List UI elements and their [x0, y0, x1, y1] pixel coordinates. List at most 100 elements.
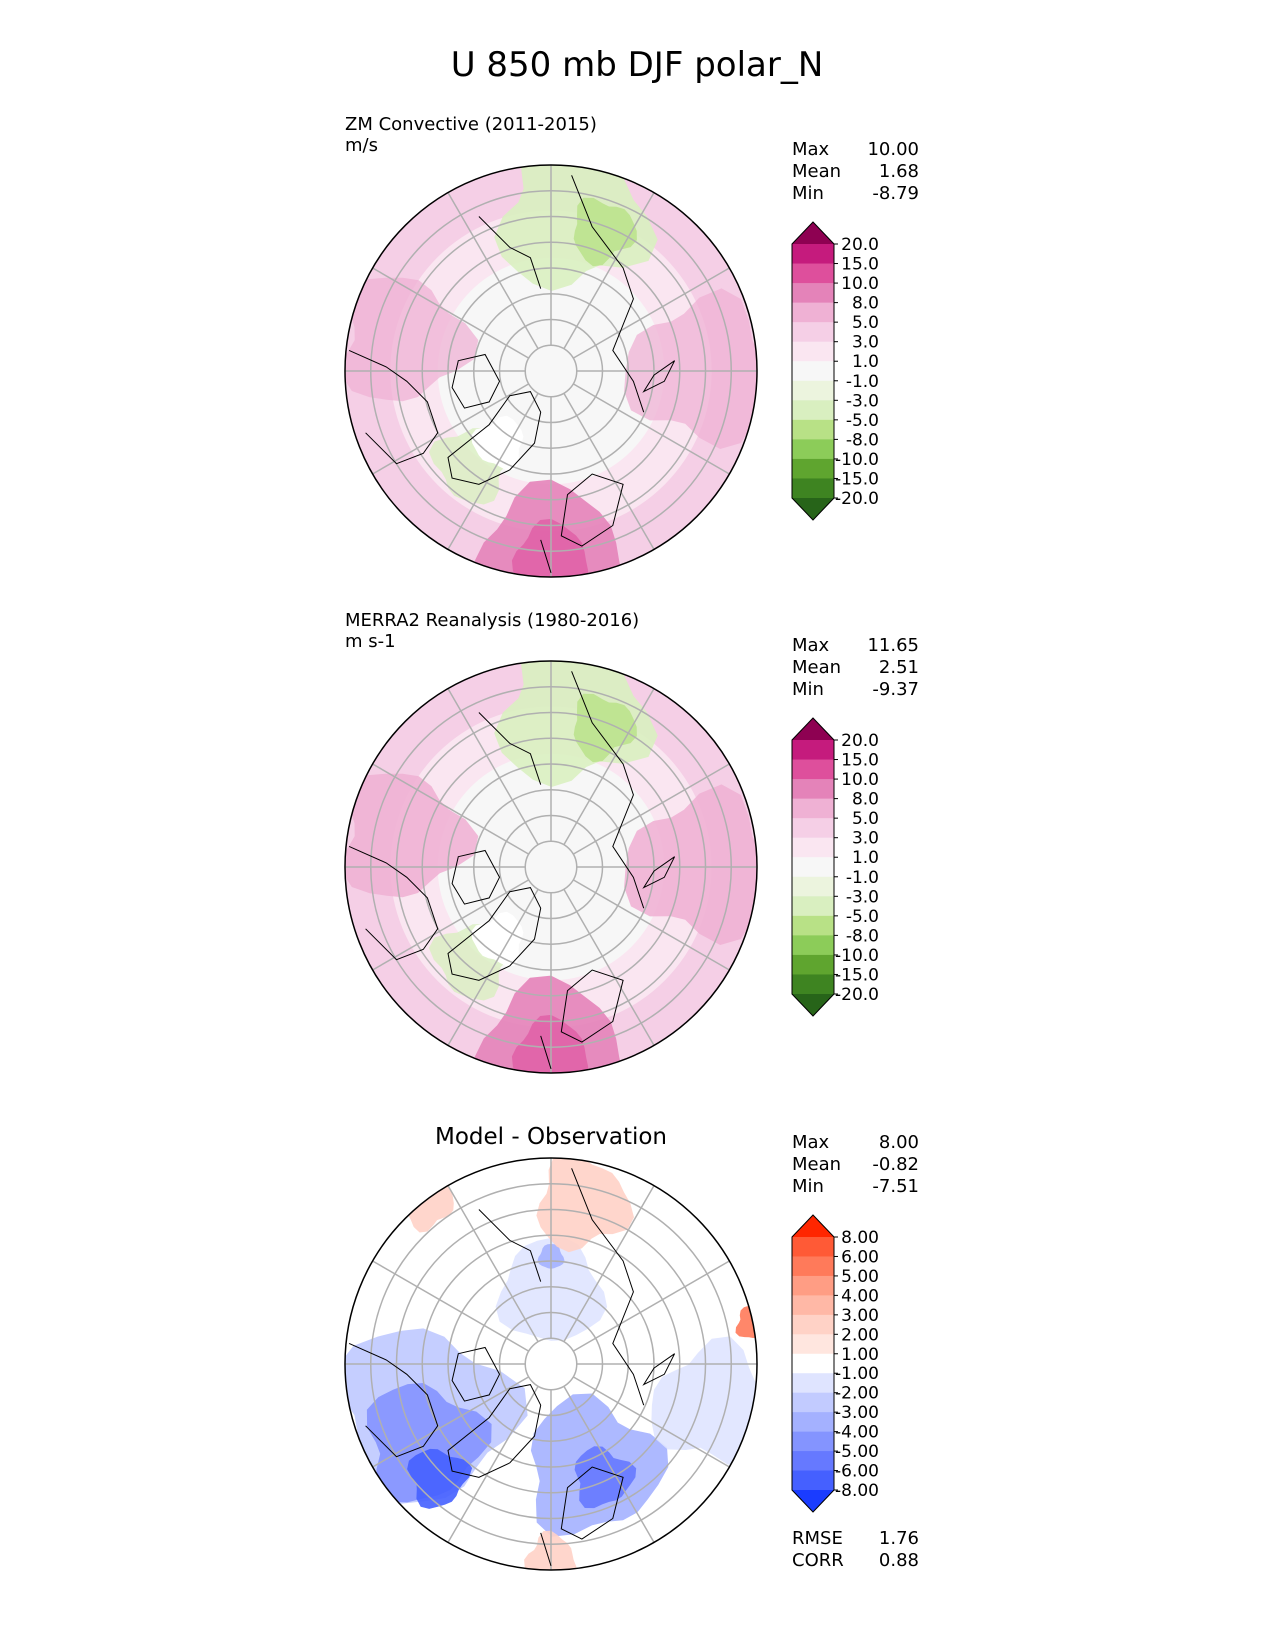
- colorbar-tick-label: 1.00: [841, 1345, 879, 1365]
- coastline: [571, 671, 645, 909]
- map-field: [345, 165, 757, 577]
- colorbar-tick-label: -4.00: [835, 1423, 879, 1443]
- coastline: [571, 175, 645, 413]
- meridian-gridline: [372, 383, 530, 475]
- meridian-gridline: [572, 1260, 730, 1352]
- coastline: [540, 1532, 552, 1567]
- coastline: [348, 349, 439, 465]
- metric-label: CORR: [792, 1550, 844, 1571]
- colorbar-segment: [792, 283, 834, 304]
- meridian-gridline: [572, 383, 730, 475]
- meridian-gridline: [563, 888, 655, 1046]
- metrics-diff: RMSE 1.76 CORR 0.88: [792, 1528, 919, 1571]
- colorbar-extend-max: [792, 1215, 834, 1237]
- coastline: [348, 845, 439, 961]
- stat-value: 2.51: [879, 657, 919, 678]
- stat-label: Min: [792, 679, 824, 700]
- colorbar-segment: [792, 1392, 834, 1413]
- metric-value: 1.76: [879, 1528, 919, 1549]
- colorbar-extend-max: [792, 222, 834, 244]
- polar-map-diff: [344, 1157, 758, 1571]
- stat-label: Mean: [792, 657, 841, 678]
- coastline: [560, 1466, 624, 1540]
- polar-map-obs: [344, 660, 758, 1074]
- stats-diff: Max 8.00 Mean -0.82 Min -7.51: [792, 1132, 919, 1197]
- colorbar-segment: [792, 361, 834, 382]
- panel-units-model: m/s: [345, 135, 378, 156]
- panel-model: ZM Convective (2011-2015) m/s Max 10.00 Me…: [344, 114, 919, 578]
- coastline: [560, 473, 624, 547]
- colorbar-segment: [792, 400, 834, 421]
- stat-value: -8.79: [872, 183, 919, 204]
- colorbar-tick-label: -15.0: [835, 469, 879, 489]
- colorbar-tick-label: 6.00: [841, 1247, 879, 1267]
- colorbar-tick-label: 15.0: [841, 255, 879, 275]
- meridian-gridline: [372, 267, 530, 359]
- colorbar-tick-label: 3.0: [852, 829, 879, 849]
- coastline: [540, 539, 552, 574]
- field-neg-3: [407, 1448, 473, 1509]
- map-boundary: [344, 164, 758, 578]
- colorbar-extend-min: [792, 498, 834, 520]
- stat-label: Max: [792, 139, 830, 160]
- meridian-gridline: [563, 1385, 655, 1543]
- colorbar-segment: [792, 478, 834, 499]
- colorbar-tick-label: 5.0: [852, 809, 879, 829]
- colorbar-tick-label: -10.0: [835, 946, 879, 966]
- meridian-gridline: [447, 192, 539, 350]
- colorbar-extend-min: [792, 1490, 834, 1512]
- panel-obs: MERRA2 Reanalysis (1980-2016) m s-1 Max 1…: [344, 610, 919, 1074]
- colorbar-tick-label: 8.00: [841, 1228, 879, 1248]
- panel-title-obs: MERRA2 Reanalysis (1980-2016): [345, 610, 639, 631]
- panel-units-obs: m s-1: [345, 631, 396, 652]
- colorbar-segment: [792, 1431, 834, 1452]
- meridian-gridline: [372, 1260, 530, 1352]
- colorbar-tick-label: -3.00: [835, 1403, 879, 1423]
- colorbar-extend-max: [792, 718, 834, 740]
- stats-obs: Max 11.65 Mean 2.51 Min -9.37: [792, 635, 919, 700]
- field-atlantic-jet: [624, 288, 757, 449]
- colorbar-segment: [792, 1353, 834, 1374]
- field-greenland-mask: [471, 415, 524, 471]
- colorbar-segment: [792, 740, 834, 761]
- colorbar-tick-label: -1.00: [835, 1364, 879, 1384]
- colorbar-segment: [792, 1237, 834, 1257]
- stat-value: -9.37: [872, 679, 919, 700]
- colorbar-segment: [792, 458, 834, 479]
- stats-model: Max 10.00 Mean 1.68 Min -8.79: [792, 139, 919, 204]
- colorbar-tick-label: 3.0: [852, 333, 879, 353]
- colorbar-tick-label: 1.0: [852, 848, 879, 868]
- stat-value: -7.51: [872, 1176, 919, 1197]
- colorbar-tick-label: -1.0: [846, 868, 879, 888]
- colorbar-tick-label: -6.00: [835, 1462, 879, 1482]
- colorbar-segment: [792, 1451, 834, 1472]
- colorbar-tick-label: -8.0: [846, 926, 879, 946]
- coastline: [451, 1346, 501, 1402]
- colorbar-segment: [792, 837, 834, 858]
- stat-value: 8.00: [879, 1132, 919, 1153]
- coastline: [642, 360, 676, 393]
- colorbar-obs: 20.015.010.08.05.03.01.0-1.0-3.0-5.0-8.0…: [791, 717, 879, 1017]
- polar-map-model: [344, 164, 758, 578]
- colorbar-tick-label: -10.0: [835, 450, 879, 470]
- map-field: [345, 661, 757, 1073]
- colorbar-segment: [792, 1314, 834, 1335]
- panel-diff: Model - Observation Max 8.00 Mean -0.82 Min -…: [344, 1124, 919, 1571]
- meridian-gridline: [572, 763, 730, 855]
- colorbar-diff: 8.006.005.004.003.002.001.00-1.00-2.00-3…: [791, 1214, 879, 1513]
- colorbar-segment: [792, 896, 834, 917]
- colorbar-tick-label: -20.0: [835, 489, 879, 509]
- colorbar-segment: [792, 1373, 834, 1394]
- coastline: [348, 1342, 439, 1458]
- meridian-gridline: [447, 688, 539, 846]
- colorbar-tick-label: -1.0: [846, 372, 879, 392]
- colorbar-tick-label: 10.0: [841, 770, 879, 790]
- stat-value: 10.00: [867, 139, 919, 160]
- colorbar-tick-label: 5.00: [841, 1267, 879, 1287]
- colorbar-segment: [792, 380, 834, 401]
- stat-label: Mean: [792, 1154, 841, 1175]
- meridian-gridline: [447, 1385, 539, 1543]
- coastline: [451, 353, 501, 409]
- map-field: [345, 1158, 757, 1570]
- coastline: [478, 1209, 542, 1282]
